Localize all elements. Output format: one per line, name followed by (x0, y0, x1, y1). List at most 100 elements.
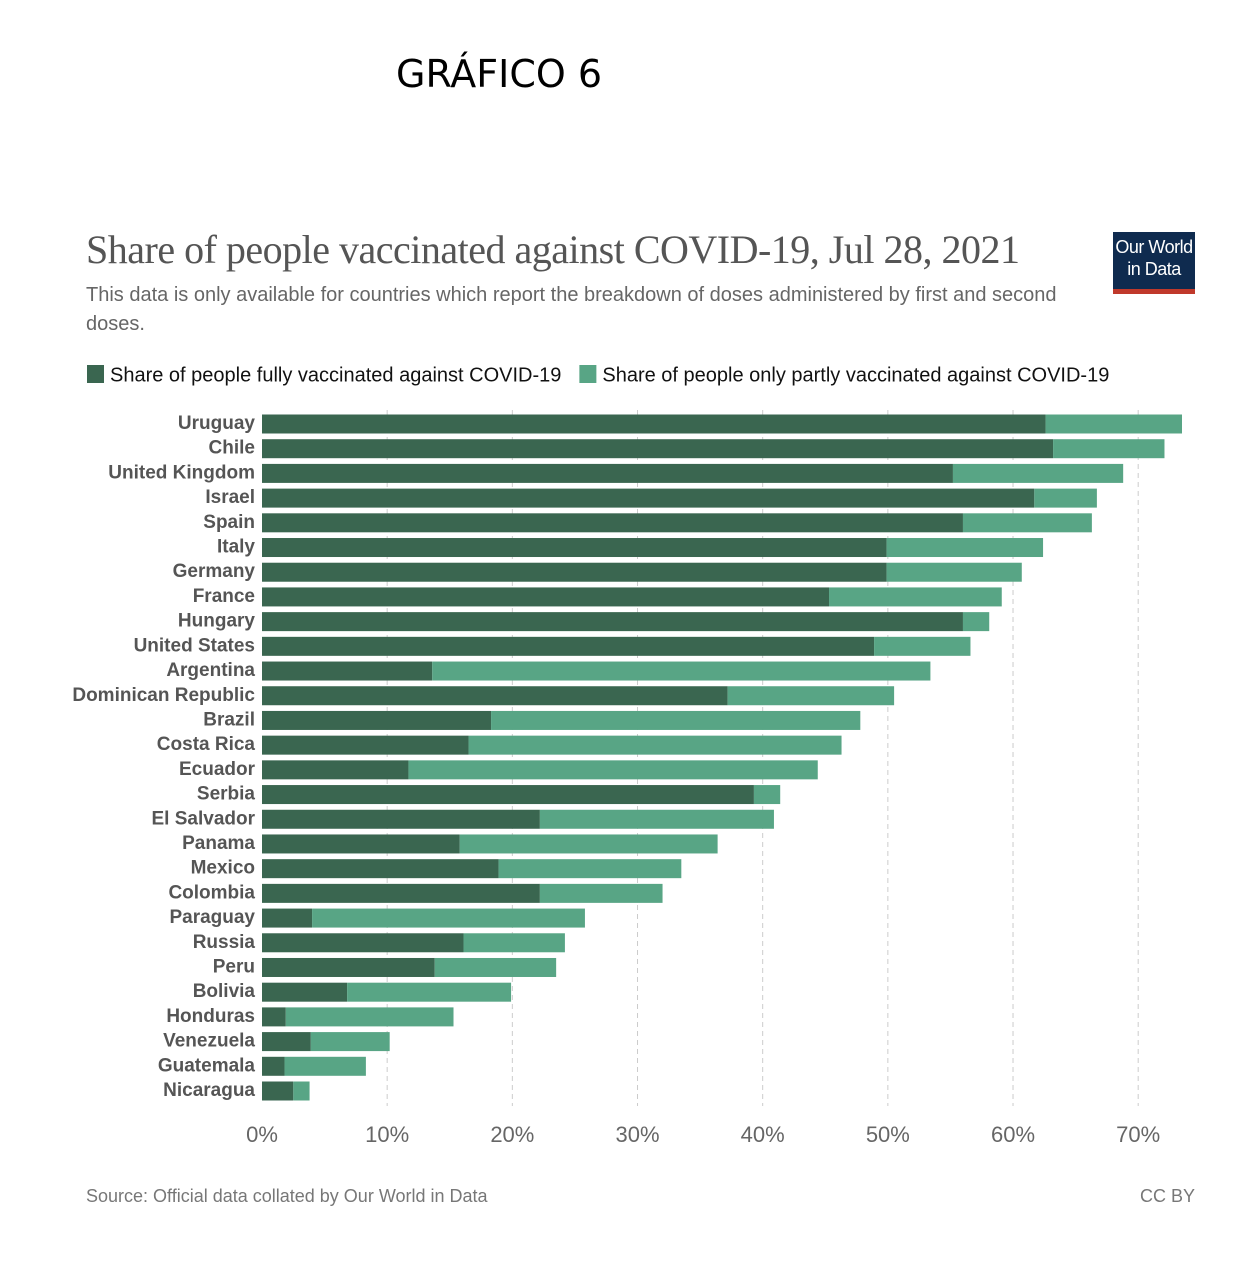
y-tick-label: Honduras (166, 1006, 255, 1027)
y-tick-label: Peru (213, 956, 255, 977)
bar-segment (284, 1056, 366, 1076)
bar-segment (262, 439, 1054, 459)
x-tick-label: 0% (246, 1122, 278, 1147)
bar-segment (874, 636, 971, 656)
legend-label: Share of people only partly vaccinated a… (602, 364, 1109, 386)
x-tick-label: 40% (741, 1122, 785, 1147)
license: CC BY (1139, 1186, 1195, 1206)
y-tick-label: Ecuador (179, 759, 256, 780)
y-tick-label: Uruguay (178, 413, 256, 434)
bar-segment (293, 1081, 310, 1101)
bar-segment (262, 1007, 286, 1027)
legend-label: Share of people fully vaccinated against… (110, 364, 561, 386)
logo: Our World in Data (1113, 232, 1195, 294)
bar-segment (463, 933, 565, 953)
bar-segment (262, 414, 1046, 434)
y-tick-label: Germany (173, 561, 256, 582)
bar-segment (285, 1007, 454, 1027)
heading: GRÁFICO 6 (396, 52, 603, 96)
y-tick-label: Hungary (178, 611, 256, 632)
y-tick-label: Spain (203, 512, 255, 533)
logo-line: Our World (1115, 237, 1193, 257)
bar-segment (262, 859, 499, 879)
bar-segment (262, 513, 963, 533)
legend-swatch (87, 365, 104, 383)
bar-segment (262, 612, 963, 632)
bar-segment (468, 735, 842, 755)
bar-segment (310, 1032, 390, 1052)
bar-segment (1045, 414, 1182, 434)
y-tick-label: Colombia (168, 882, 255, 903)
bar-segment (886, 562, 1022, 582)
bar-segment (262, 957, 435, 977)
bar-segment (829, 587, 1002, 607)
y-tick-label: Italy (217, 537, 255, 558)
chart: 0% 10% 20% 30% 40% 50% 60% 70% Share of people f… (72, 364, 1182, 1147)
bar-segment (262, 933, 464, 953)
bar-segment (727, 686, 895, 706)
bar-segment (262, 809, 540, 829)
bar-segment (262, 735, 469, 755)
bar-segment (262, 488, 1035, 508)
bar-segment (262, 1081, 294, 1101)
x-tick-label: 20% (490, 1122, 534, 1147)
bar-segment (434, 957, 557, 977)
logo-line: in Data (1127, 259, 1181, 279)
bar-segment (952, 463, 1124, 483)
bar-segment (539, 809, 774, 829)
x-tick-label: 50% (866, 1122, 910, 1147)
bar-segment (312, 908, 585, 928)
y-tick-label: Russia (193, 932, 256, 953)
y-tick-label: Chile (209, 438, 255, 459)
bar-segment (262, 834, 460, 854)
bar-segment (262, 785, 754, 805)
bar-segment (262, 908, 313, 928)
bar-segment (262, 636, 875, 656)
y-tick-label: Argentina (166, 660, 255, 681)
y-tick-label: Bolivia (193, 981, 256, 1002)
legend-swatch (579, 365, 597, 383)
bar-segment (347, 982, 512, 1002)
bar-segment (262, 883, 540, 903)
x-tick-label: 10% (365, 1122, 409, 1147)
bar-segment (262, 562, 887, 582)
bar-segment (498, 859, 682, 879)
bar-segment (262, 1056, 285, 1076)
y-tick-label: Guatemala (158, 1055, 256, 1076)
y-tick-label: Brazil (203, 709, 255, 730)
y-tick-label: Serbia (197, 784, 256, 805)
y-tick-label: Israel (205, 487, 255, 508)
bar-segment (262, 587, 830, 607)
bar-segment (753, 785, 781, 805)
y-tick-label: El Salvador (152, 808, 256, 829)
x-tick-label: 30% (615, 1122, 659, 1147)
y-tick-label: Paraguay (169, 907, 255, 928)
x-tick-label: 70% (1116, 1122, 1160, 1147)
y-tick-label: Mexico (191, 858, 255, 879)
bar-segment (1053, 439, 1165, 459)
bar-segment (408, 760, 818, 780)
y-tick-label: Nicaragua (163, 1080, 255, 1101)
bar-segment (262, 686, 728, 706)
bar-segment (459, 834, 718, 854)
bar-segment (491, 710, 861, 730)
bar-segment (262, 538, 887, 558)
bar-segment (539, 883, 663, 903)
x-tick-label: 60% (991, 1122, 1035, 1147)
bar-segment (262, 982, 348, 1002)
bar-segment (962, 612, 990, 632)
y-tick-label: France (193, 586, 255, 607)
y-tick-label: Panama (182, 833, 255, 854)
bar-segment (262, 1032, 311, 1052)
bar-segment (262, 463, 953, 483)
y-tick-label: Dominican Republic (72, 685, 255, 706)
bar-segment (1034, 488, 1097, 508)
chart-title: Share of people vaccinated against COVID… (86, 227, 1020, 272)
bar-segment (962, 513, 1092, 533)
y-tick-label: United States (134, 635, 255, 656)
bar-segment (432, 661, 931, 681)
y-tick-label: United Kingdom (108, 462, 255, 483)
y-tick-label: Costa Rica (157, 734, 256, 755)
bar-segment (886, 538, 1044, 558)
